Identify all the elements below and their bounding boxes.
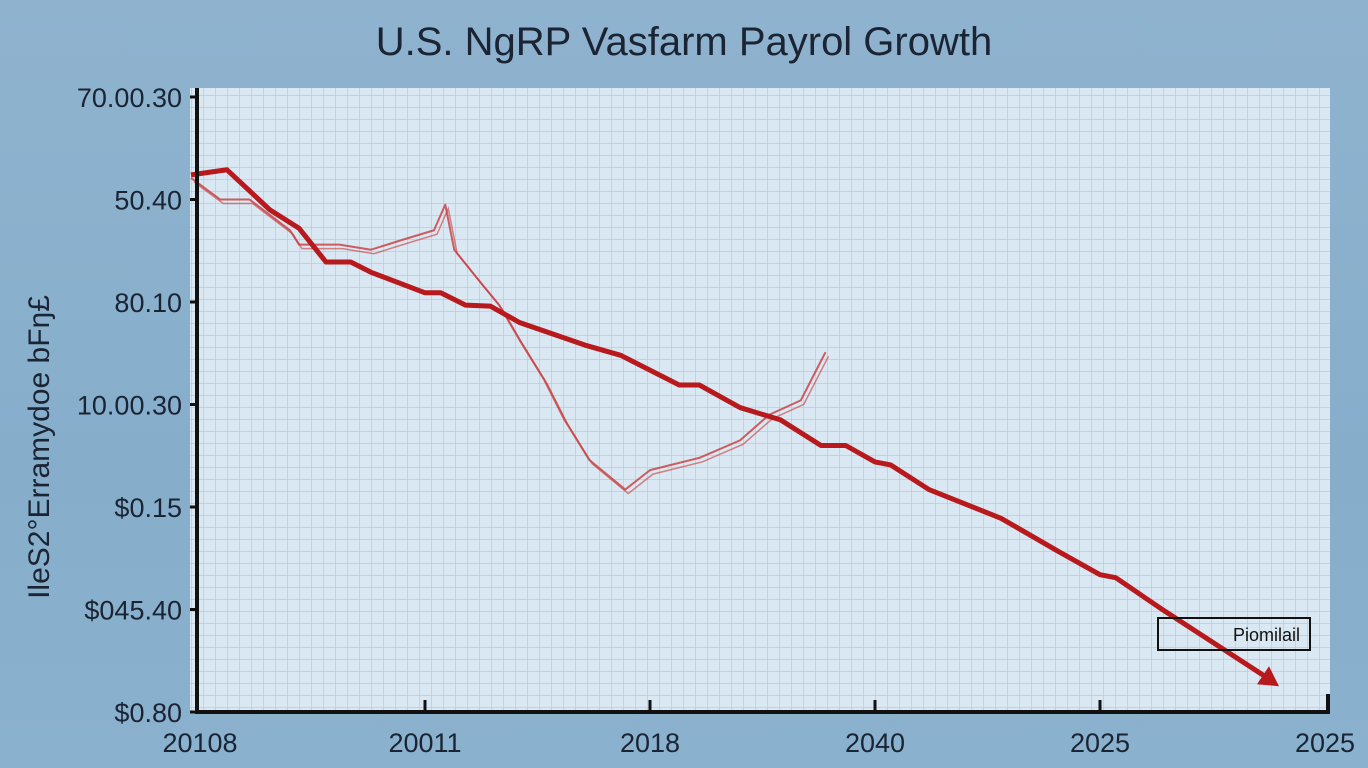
x-tick-label: 2040	[845, 728, 905, 758]
y-tick-label: 70.00.30	[77, 83, 182, 113]
annotation-text: Piomilail	[1233, 625, 1300, 645]
x-tick-label: 2025	[1295, 728, 1355, 758]
x-tick-label: 2018	[620, 728, 680, 758]
y-tick-label: $045.40	[84, 596, 182, 626]
series-line-secondary-shadow	[193, 181, 830, 495]
x-tick-label: 20011	[388, 728, 461, 758]
y-tick-label: $0.80	[114, 698, 182, 728]
x-tick-label: 2025	[1070, 728, 1130, 758]
y-tick-label: 80.10	[114, 288, 182, 318]
chart-title: U.S. NgRP Vasfarm Payrol Growth	[375, 20, 993, 64]
plot-area	[190, 88, 1330, 712]
annotation-box: Piomilail	[1157, 617, 1311, 651]
x-tick-label: 20108	[162, 728, 237, 758]
y-tick-label: $0.15	[114, 493, 182, 523]
series-line-main	[190, 167, 1273, 683]
arrow-head-icon	[1257, 666, 1279, 687]
y-tick-label: 10.00.30	[77, 391, 182, 421]
axes-lines	[195, 88, 1330, 714]
y-tick-label: 50.40	[114, 186, 182, 216]
